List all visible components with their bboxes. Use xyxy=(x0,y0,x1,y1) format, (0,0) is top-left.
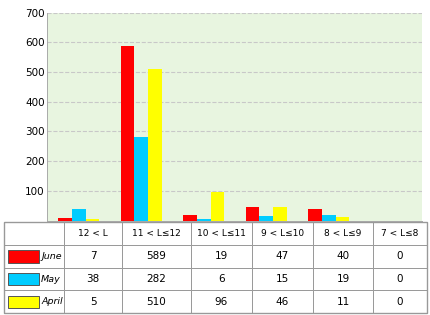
Text: 8 < L≤9: 8 < L≤9 xyxy=(323,229,361,238)
Bar xyxy=(259,216,272,220)
Bar xyxy=(372,245,426,268)
Text: 10 < L≤11: 10 < L≤11 xyxy=(197,229,245,238)
Text: 38: 38 xyxy=(86,274,99,284)
Bar xyxy=(251,268,312,290)
Bar xyxy=(210,192,224,220)
Text: 7: 7 xyxy=(89,251,96,261)
Text: 589: 589 xyxy=(146,251,166,261)
Bar xyxy=(251,290,312,313)
Bar xyxy=(183,215,197,220)
Text: April: April xyxy=(41,297,63,306)
Bar xyxy=(372,222,426,245)
Text: 510: 510 xyxy=(146,297,166,307)
Bar xyxy=(190,290,251,313)
Text: 12 < L: 12 < L xyxy=(78,229,108,238)
Bar xyxy=(4,222,64,245)
Bar xyxy=(64,290,122,313)
Text: 19: 19 xyxy=(335,274,349,284)
Text: June: June xyxy=(41,252,61,261)
Bar xyxy=(312,245,372,268)
Text: 19: 19 xyxy=(214,251,227,261)
Bar xyxy=(312,222,372,245)
Text: 0: 0 xyxy=(396,274,402,284)
Bar xyxy=(312,290,372,313)
Text: 15: 15 xyxy=(275,274,288,284)
Bar xyxy=(307,209,321,220)
Bar xyxy=(120,46,134,220)
Text: 96: 96 xyxy=(214,297,227,307)
Bar xyxy=(64,268,122,290)
Bar xyxy=(372,290,426,313)
Bar xyxy=(64,245,122,268)
Text: 6: 6 xyxy=(218,274,224,284)
Bar xyxy=(72,209,85,220)
Text: 0: 0 xyxy=(396,251,402,261)
Bar xyxy=(58,218,72,220)
Bar xyxy=(147,69,161,220)
Bar xyxy=(64,222,122,245)
Bar xyxy=(245,207,259,220)
Bar xyxy=(8,295,39,308)
Bar xyxy=(190,245,251,268)
Bar xyxy=(312,268,372,290)
Bar xyxy=(272,207,286,220)
Text: 7 < L≤8: 7 < L≤8 xyxy=(381,229,418,238)
Text: 11 < L≤12: 11 < L≤12 xyxy=(132,229,180,238)
Text: 5: 5 xyxy=(89,297,96,307)
Bar xyxy=(134,137,147,220)
Text: 282: 282 xyxy=(146,274,166,284)
Bar xyxy=(122,268,190,290)
Bar xyxy=(251,245,312,268)
Bar xyxy=(4,268,64,290)
Bar xyxy=(4,245,64,268)
Bar xyxy=(4,290,64,313)
Bar xyxy=(372,268,426,290)
Text: 9 < L≤10: 9 < L≤10 xyxy=(260,229,303,238)
Text: 0: 0 xyxy=(396,297,402,307)
Bar xyxy=(197,219,210,220)
Bar xyxy=(251,222,312,245)
Bar xyxy=(190,222,251,245)
Bar xyxy=(122,290,190,313)
Bar xyxy=(122,245,190,268)
Bar xyxy=(85,219,99,220)
Text: 47: 47 xyxy=(275,251,288,261)
Bar xyxy=(321,215,335,220)
Bar xyxy=(8,250,39,263)
Text: 46: 46 xyxy=(275,297,288,307)
Bar xyxy=(122,222,190,245)
Text: May: May xyxy=(41,275,61,284)
Bar xyxy=(190,268,251,290)
Text: 11: 11 xyxy=(335,297,349,307)
Bar xyxy=(335,217,348,220)
Text: 40: 40 xyxy=(336,251,349,261)
Bar xyxy=(8,273,39,285)
